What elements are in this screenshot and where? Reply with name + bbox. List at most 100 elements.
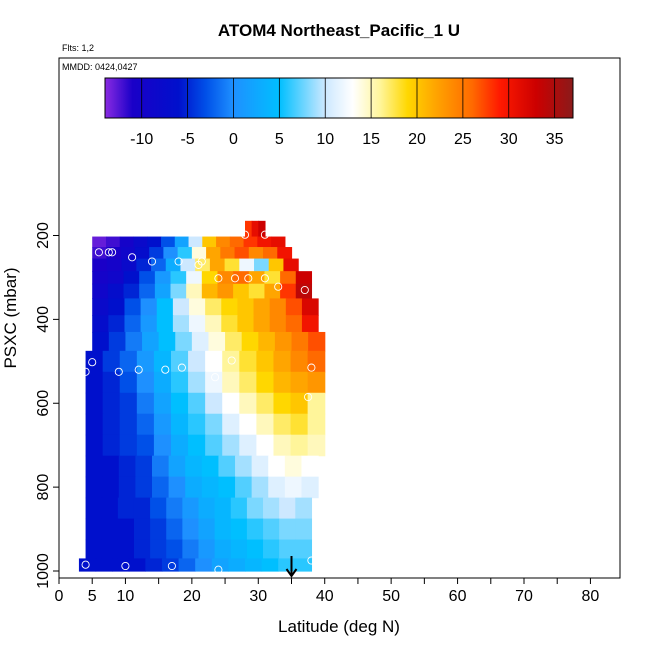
heatmap-cell <box>121 258 137 272</box>
heatmap-cell <box>136 371 155 394</box>
heatmap-cell <box>205 413 223 436</box>
heatmap-cell <box>206 247 221 260</box>
heatmap-cell <box>279 497 296 520</box>
heatmap-cell <box>256 371 275 394</box>
heatmap-cell <box>170 283 187 300</box>
latitude-marker-arrow <box>285 556 298 578</box>
heatmap-cell <box>180 258 196 272</box>
heatmap-cell <box>279 518 296 541</box>
heatmap-cell <box>153 371 172 394</box>
heatmap-cell <box>140 315 158 333</box>
heatmap-cell <box>195 558 213 572</box>
heatmap-cell <box>222 371 240 394</box>
heatmap-cell <box>295 283 313 300</box>
sample-point <box>128 253 137 262</box>
heatmap-cell <box>234 247 250 260</box>
heatmap-cell <box>263 539 280 560</box>
heatmap-cell <box>239 371 257 394</box>
heatmap-cell <box>112 558 130 572</box>
y-axis-label: PSXC (mbar) <box>1 267 20 368</box>
sample-point <box>314 285 323 295</box>
heatmap-cell <box>222 350 240 373</box>
heatmap-cell <box>85 350 104 373</box>
colorbar-tick-label: 30 <box>500 131 518 148</box>
heatmap-cell <box>246 497 264 520</box>
heatmap-cell <box>283 258 299 272</box>
heatmap-cell <box>123 271 140 285</box>
heatmap-cell <box>269 298 287 316</box>
heatmap-cell <box>239 392 257 415</box>
colorbar-tick-label: 5 <box>275 131 284 148</box>
heatmap-cell <box>284 476 303 499</box>
dates-label: MMDD: 0424,0427 <box>62 62 138 72</box>
sample-point <box>104 248 113 257</box>
heatmap-cell <box>188 350 206 373</box>
sample-point <box>307 556 316 565</box>
sample-point <box>88 358 97 367</box>
heatmap-cell <box>101 539 119 560</box>
heatmap-cell <box>224 258 240 272</box>
arrow-head <box>285 568 298 578</box>
heatmap-cell <box>239 434 257 457</box>
heatmap-cell <box>258 220 266 238</box>
heatmap-cell <box>214 539 232 560</box>
heatmap-cell <box>102 476 120 499</box>
heatmap-cell <box>273 413 292 436</box>
heatmap-cell <box>128 558 146 572</box>
heatmap-cell <box>117 497 135 520</box>
heatmap-cell <box>230 497 248 520</box>
colorbar-tick-label: -5 <box>180 131 194 148</box>
heatmap-cell <box>161 236 176 248</box>
heatmap-cell <box>152 455 170 478</box>
heatmap-cell <box>188 392 206 415</box>
heatmap-cell <box>107 271 125 285</box>
heatmap-cell <box>222 434 240 457</box>
heatmap-cell <box>279 539 296 560</box>
x-tick-label: 0 <box>55 588 64 605</box>
heatmap-cell <box>239 413 257 436</box>
heatmap-cell <box>251 455 269 478</box>
heatmap-cell <box>307 392 326 415</box>
heatmap-cell <box>290 434 309 457</box>
x-tick-label: 60 <box>449 588 467 605</box>
heatmap-cell <box>102 434 121 457</box>
heatmap-cell <box>186 271 203 285</box>
heatmap-cell <box>217 283 234 300</box>
heatmap-cell <box>178 558 196 572</box>
heatmap-cell <box>120 247 136 260</box>
heatmap-cell <box>133 518 151 541</box>
heatmap-cell <box>188 413 206 436</box>
sample-point <box>177 363 186 372</box>
heatmap-cell <box>198 518 216 541</box>
heatmap-cell <box>172 315 190 333</box>
heatmap-cell <box>95 558 113 572</box>
heatmap-cell <box>274 331 293 352</box>
heatmap-cell <box>280 271 297 285</box>
heatmap-cell <box>189 315 206 333</box>
heatmap-cell <box>273 350 292 373</box>
x-axis: 0 5 10 20 30 40 50 60 70 80 <box>55 578 599 605</box>
heatmap-cell <box>106 247 122 260</box>
heatmap-cell <box>102 350 121 373</box>
flights-label: Flts: 1,2 <box>62 43 94 53</box>
heatmap-cell <box>235 455 253 478</box>
heatmap-cell <box>268 476 286 499</box>
heatmap-cell <box>264 271 281 285</box>
heatmap-cell <box>140 298 158 316</box>
heatmap-cell <box>201 271 219 285</box>
heatmap-cell <box>239 350 257 373</box>
heatmap-cell <box>151 258 167 272</box>
heatmap-cell <box>125 331 143 352</box>
heatmap-cell <box>208 331 226 352</box>
heatmap-cell <box>280 283 297 300</box>
heatmap-cell <box>209 258 226 272</box>
sample-point <box>197 257 206 266</box>
heatmap-cell <box>134 247 150 260</box>
heatmap-cell <box>85 476 103 499</box>
x-tick-label: 40 <box>316 588 334 605</box>
heatmap-cell <box>92 236 107 248</box>
heatmap-cell <box>92 271 109 285</box>
heatmap-cell <box>245 220 253 238</box>
heatmap-cell <box>119 392 138 415</box>
heatmap-cell <box>119 434 138 457</box>
